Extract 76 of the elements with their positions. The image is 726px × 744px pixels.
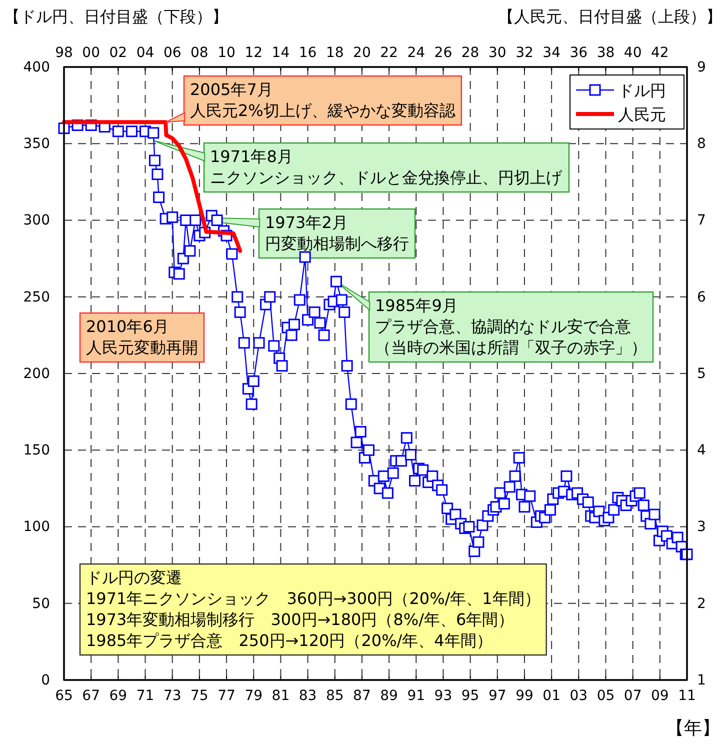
x-tick-label: 99 <box>516 688 534 704</box>
x-tick-label: 18 <box>326 45 344 61</box>
y-tick-label: 6 <box>697 289 706 306</box>
x-tick-label: 93 <box>434 688 452 704</box>
x-tick-label: 83 <box>298 688 317 704</box>
legend-label: ドル円 <box>618 81 666 100</box>
x-tick-label: 02 <box>109 45 128 61</box>
x-tick-label: 79 <box>244 688 263 704</box>
x-tick-label: 42 <box>651 45 669 61</box>
y-tick-label: 50 <box>32 596 50 612</box>
y-tick-label: 100 <box>23 519 50 536</box>
x-tick-label: 91 <box>407 688 426 704</box>
y-tick-label: 150 <box>23 442 50 459</box>
x-tick-label: 87 <box>353 688 371 704</box>
x-tick-label: 10 <box>218 45 236 61</box>
x-tick-label: 98 <box>55 45 73 61</box>
x-tick-label: 85 <box>326 688 344 704</box>
legend-label: 人民元 <box>618 105 666 124</box>
x-tick-label: 28 <box>461 45 480 61</box>
annotation: 1973年2月円変動相場制へ移行 <box>265 213 409 253</box>
x-tick-label: 24 <box>407 45 426 61</box>
x-tick-label: 34 <box>542 45 561 61</box>
y-tick-label: 3 <box>697 519 706 536</box>
annotation: 2010年6月人民元変動再開 <box>86 317 198 357</box>
y-tick-label: 250 <box>23 289 50 306</box>
y-axis-title: 【人民元、日付目盛（上段）】 <box>498 7 722 26</box>
x-tick-label: 89 <box>380 688 398 704</box>
x-tick-label: 11 <box>678 688 696 704</box>
x-tick-label: 04 <box>136 45 154 61</box>
x-tick-label: 40 <box>624 45 642 61</box>
x-tick-label: 05 <box>596 688 615 704</box>
x-tick-label: 77 <box>218 688 236 704</box>
x-tick-label: 65 <box>55 688 73 704</box>
x-tick-label: 71 <box>136 688 154 704</box>
y-axis-title: 【ドル円、日付目盛（下段）】 <box>4 7 228 26</box>
annotation: 1985年9月プラザ合意、協調的なドル安で合意（当時の米国は所謂「双子の赤字」） <box>375 296 647 357</box>
x-tick-label: 75 <box>190 688 208 704</box>
x-tick-label: 01 <box>542 688 560 704</box>
x-tick-label: 38 <box>596 45 615 61</box>
x-tick-label: 12 <box>244 45 263 61</box>
y-tick-label: 400 <box>23 59 50 76</box>
x-tick-label: 32 <box>516 45 534 61</box>
x-tick-label: 09 <box>651 688 669 704</box>
annotation: 1971年8月ニクソンショック、ドルと金兌換停止、円切上げ <box>210 147 563 187</box>
x-tick-label: 30 <box>488 45 506 61</box>
x-tick-label: 08 <box>190 45 208 61</box>
x-tick-label: 97 <box>488 688 506 704</box>
x-tick-label: 00 <box>82 45 100 61</box>
y-tick-label: 4 <box>697 442 706 459</box>
x-tick-label: 95 <box>461 688 480 704</box>
x-tick-label: 73 <box>163 688 182 704</box>
y-tick-label: 0 <box>41 672 50 688</box>
y-tick-label: 200 <box>23 366 50 382</box>
y-tick-label: 5 <box>697 366 706 382</box>
y-tick-label: 350 <box>23 136 50 152</box>
x-tick-label: 26 <box>434 45 452 61</box>
y-tick-label: 7 <box>697 212 706 229</box>
x-tick-label: 20 <box>353 45 371 61</box>
x-tick-label: 69 <box>109 688 128 704</box>
y-tick-label: 9 <box>697 59 706 76</box>
x-axis-title: 【年】 <box>666 718 720 739</box>
x-tick-label: 16 <box>298 45 317 61</box>
y-tick-label: 300 <box>23 212 50 229</box>
x-tick-label: 07 <box>624 688 642 704</box>
y-tick-label: 1 <box>697 672 706 688</box>
x-tick-label: 67 <box>82 688 100 704</box>
x-tick-label: 06 <box>163 45 182 61</box>
y-tick-label: 8 <box>697 136 706 152</box>
x-tick-label: 03 <box>570 688 588 704</box>
annotation: ドル円の変遷 1971年ニクソンショック 360円→300円（20%/年、1年間） 1973年変動相場制移行 300円→180円（8%/年、6年間） 1985年プラザ合意 250円→120円（20%/年、4年間） <box>86 568 540 650</box>
x-tick-label: 81 <box>272 688 290 704</box>
y-tick-label: 2 <box>697 596 706 612</box>
x-tick-label: 36 <box>570 45 588 61</box>
x-tick-label: 22 <box>380 45 398 61</box>
annotation: 2005年7月人民元2%切上げ、緩やかな変動容認 <box>190 80 456 120</box>
x-tick-label: 14 <box>272 45 290 61</box>
